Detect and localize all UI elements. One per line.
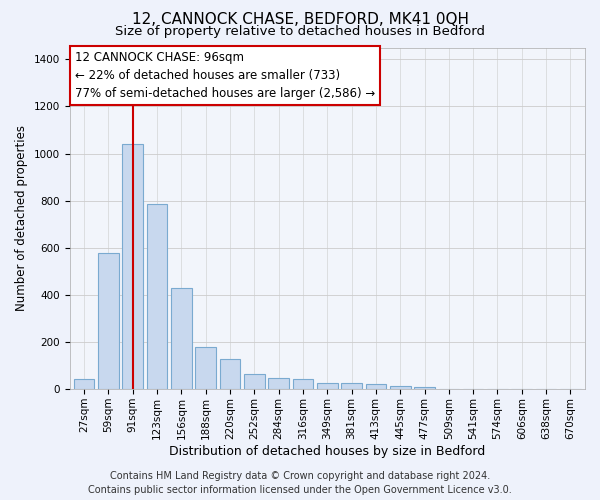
- Bar: [341, 382, 362, 389]
- X-axis label: Distribution of detached houses by size in Bedford: Distribution of detached houses by size …: [169, 444, 485, 458]
- Bar: [268, 378, 289, 389]
- Bar: [293, 378, 313, 389]
- Bar: [74, 378, 94, 389]
- Bar: [390, 386, 410, 389]
- Bar: [98, 253, 119, 389]
- Text: 12 CANNOCK CHASE: 96sqm
← 22% of detached houses are smaller (733)
77% of semi-d: 12 CANNOCK CHASE: 96sqm ← 22% of detache…: [74, 51, 375, 100]
- Bar: [220, 358, 241, 389]
- Text: Size of property relative to detached houses in Bedford: Size of property relative to detached ho…: [115, 25, 485, 38]
- Bar: [122, 144, 143, 389]
- Bar: [171, 288, 192, 389]
- Bar: [147, 204, 167, 389]
- Bar: [244, 374, 265, 389]
- Bar: [414, 387, 435, 389]
- Bar: [317, 382, 338, 389]
- Y-axis label: Number of detached properties: Number of detached properties: [15, 126, 28, 312]
- Bar: [196, 347, 216, 389]
- Text: 12, CANNOCK CHASE, BEDFORD, MK41 0QH: 12, CANNOCK CHASE, BEDFORD, MK41 0QH: [131, 12, 469, 28]
- Text: Contains HM Land Registry data © Crown copyright and database right 2024.
Contai: Contains HM Land Registry data © Crown c…: [88, 471, 512, 495]
- Bar: [365, 384, 386, 389]
